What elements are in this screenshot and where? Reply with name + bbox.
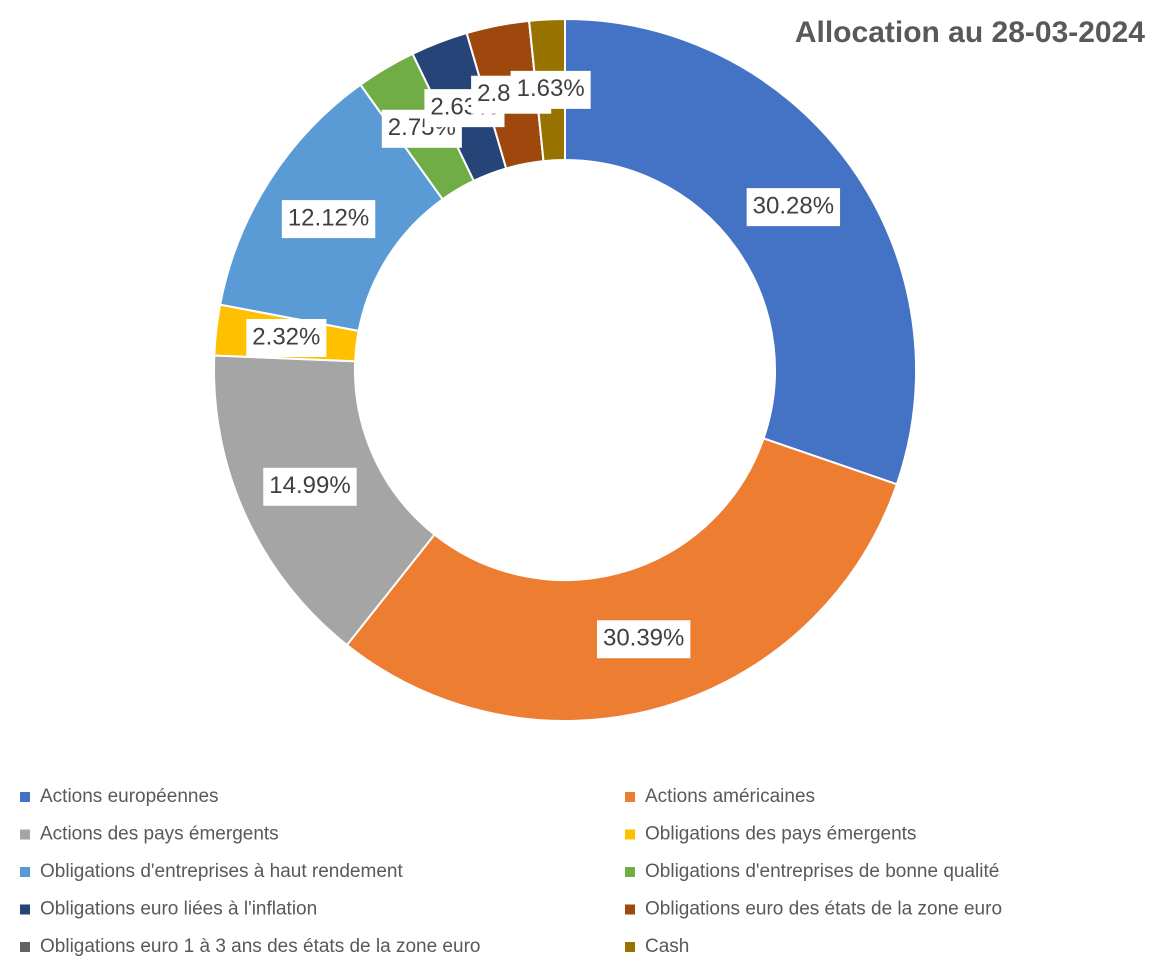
legend-label: Cash bbox=[645, 936, 689, 957]
legend-swatch bbox=[625, 792, 635, 802]
legend-label: Obligations d'entreprises à haut rendeme… bbox=[40, 861, 403, 882]
legend-swatch bbox=[625, 867, 635, 877]
data-label: 14.99% bbox=[269, 472, 350, 499]
legend-swatch bbox=[20, 792, 30, 802]
data-label-bg bbox=[246, 318, 327, 357]
legend-swatch bbox=[20, 942, 30, 952]
legend-label: Actions européennes bbox=[40, 786, 219, 807]
legend-swatch bbox=[625, 942, 635, 952]
legend-label: Actions américaines bbox=[645, 786, 815, 807]
data-label-bg bbox=[596, 620, 691, 659]
legend-swatch bbox=[625, 904, 635, 915]
legend-label: Obligations euro 1 à 3 ans des états de … bbox=[40, 936, 480, 957]
data-label: 1.63% bbox=[517, 75, 585, 102]
legend-label: Obligations euro liées à l'inflation bbox=[40, 899, 317, 920]
data-label: 30.39% bbox=[603, 625, 684, 652]
data-label-bg bbox=[510, 70, 591, 109]
legend-label: Obligations des pays émergents bbox=[645, 824, 916, 845]
data-label-bg bbox=[281, 200, 376, 239]
data-label: 2.32% bbox=[252, 323, 320, 350]
legend-label: Obligations euro des états de la zone eu… bbox=[645, 899, 1002, 920]
donut-segment bbox=[345, 437, 899, 722]
legend-swatch bbox=[625, 829, 635, 840]
legend-label: Obligations d'entreprises de bonne quali… bbox=[645, 861, 999, 882]
data-label-bg bbox=[263, 467, 357, 506]
chart-title: Allocation au 28-03-2024 bbox=[795, 16, 1145, 49]
data-label: 30.28% bbox=[753, 192, 834, 219]
data-label-bg bbox=[746, 188, 841, 227]
legend-label: Actions des pays émergents bbox=[40, 824, 279, 845]
data-label: 12.12% bbox=[288, 204, 369, 231]
legend-swatch bbox=[20, 904, 30, 915]
legend-swatch bbox=[20, 829, 30, 840]
donut-segment bbox=[564, 17, 917, 486]
legend-swatch bbox=[20, 867, 30, 877]
